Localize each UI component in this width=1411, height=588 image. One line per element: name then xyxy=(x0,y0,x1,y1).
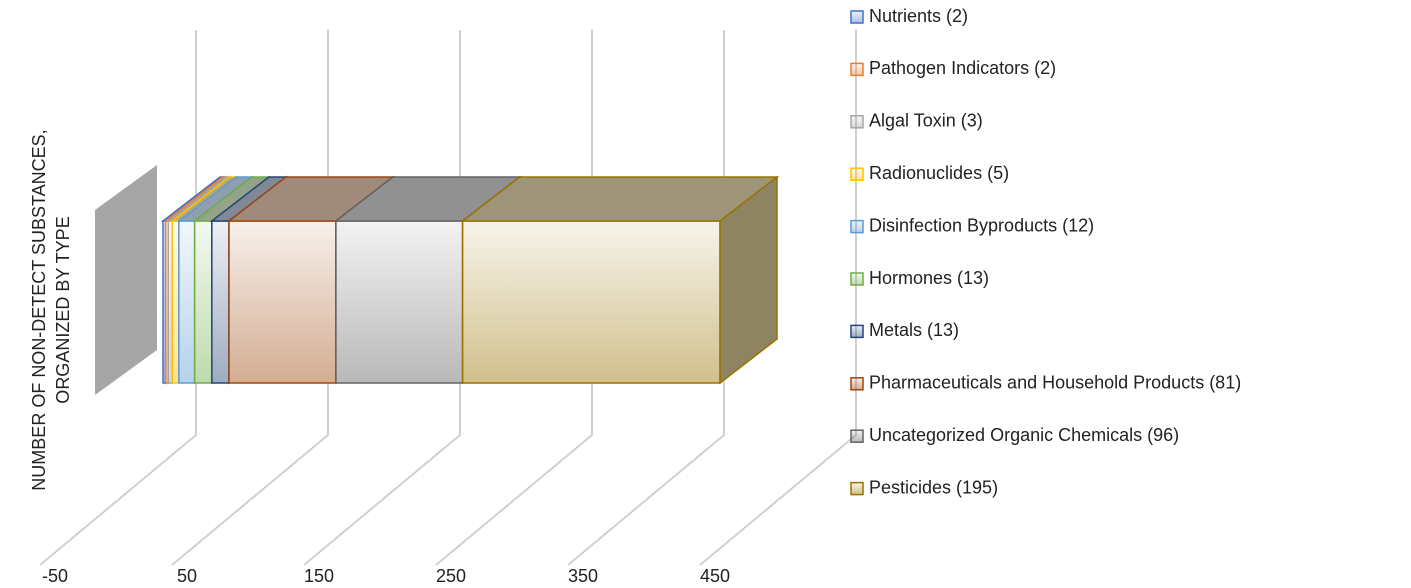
legend-swatch xyxy=(850,324,864,339)
legend-label: Hormones (13) xyxy=(869,268,989,288)
legend-swatch xyxy=(850,429,864,443)
legend-swatch xyxy=(850,272,864,286)
legend-label: Radionuclides (5) xyxy=(869,163,1009,183)
x-tick-label: -50 xyxy=(42,566,68,586)
bar-top-tint xyxy=(335,177,520,221)
bar-top-tint xyxy=(229,177,393,221)
bar-top-tint xyxy=(194,177,269,221)
legend-swatch xyxy=(850,377,864,391)
bar-front-shade xyxy=(211,220,230,384)
legend-label: Uncategorized Organic Chemicals (96) xyxy=(869,425,1179,445)
bar-segment xyxy=(460,175,780,385)
bar-front-shade xyxy=(193,220,213,384)
bar-top-tint xyxy=(172,177,236,221)
bar-front-shade xyxy=(335,220,464,384)
y-axis-label: NUMBER OF NON-DETECT SUBSTANCES, xyxy=(29,129,49,490)
legend-swatch xyxy=(850,219,864,234)
bar-top-tint xyxy=(462,177,778,221)
legend-label: Pharmaceuticals and Household Products (… xyxy=(869,373,1241,393)
x-tick-label: 150 xyxy=(304,566,334,586)
x-tick-label: 50 xyxy=(177,566,197,586)
grid-line xyxy=(435,30,593,566)
legend-swatch xyxy=(850,481,864,496)
legend-swatch xyxy=(850,10,864,24)
x-tick-label: 450 xyxy=(700,566,730,586)
bar-side xyxy=(719,175,778,385)
legend-label: Nutrients (2) xyxy=(869,6,968,26)
bar-side-tint xyxy=(720,177,778,383)
x-tick-label: 350 xyxy=(568,566,598,586)
bar-front-shade xyxy=(228,220,337,384)
grid-line xyxy=(39,30,197,566)
bar-front-shade xyxy=(178,220,196,384)
x-tick-label: 250 xyxy=(436,566,466,586)
side-wall xyxy=(95,165,157,395)
bar-front-shade xyxy=(461,220,721,384)
legend-swatch xyxy=(850,167,864,181)
legend-label: Metals (13) xyxy=(869,320,959,340)
grid-line xyxy=(567,30,725,566)
grid-line xyxy=(171,30,329,566)
bar-front-shade xyxy=(171,220,180,384)
bar-top-tint xyxy=(211,177,286,221)
y-axis-label: ORGANIZED BY TYPE xyxy=(53,216,73,403)
bar-top-tint xyxy=(178,177,252,221)
legend-label: Disinfection Byproducts (12) xyxy=(869,215,1094,235)
legend-swatch xyxy=(850,62,864,77)
legend-label: Pathogen Indicators (2) xyxy=(869,58,1056,78)
legend-label: Pesticides (195) xyxy=(869,477,998,497)
grid-line xyxy=(303,30,461,566)
legend-swatch xyxy=(850,115,864,129)
legend-label: Algal Toxin (3) xyxy=(869,111,983,131)
